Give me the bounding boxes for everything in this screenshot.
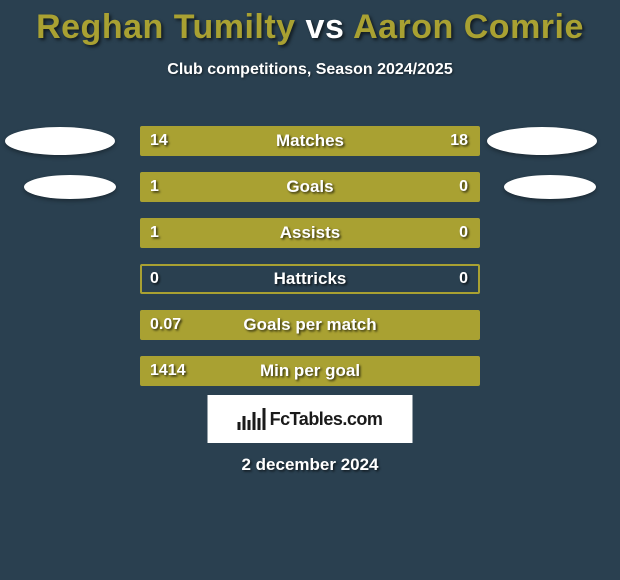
stat-bar xyxy=(140,218,480,248)
player1-bar-fill xyxy=(142,312,478,338)
player1-bar-fill xyxy=(142,358,478,384)
player2-value: 0 xyxy=(459,270,468,288)
stat-bar xyxy=(140,310,480,340)
stat-row: 1418Matches xyxy=(0,118,620,164)
player1-ellipse xyxy=(5,127,115,155)
stat-row: 1414Min per goal xyxy=(0,348,620,394)
player1-bar-fill xyxy=(142,174,404,200)
stat-row: 00Hattricks xyxy=(0,256,620,302)
stat-row: 10Assists xyxy=(0,210,620,256)
brand-logo: FcTables.com xyxy=(208,395,413,443)
stat-row: 10Goals xyxy=(0,164,620,210)
footer-date: 2 december 2024 xyxy=(0,455,620,475)
subtitle: Club competitions, Season 2024/2025 xyxy=(0,61,620,79)
player2-ellipse xyxy=(504,175,596,199)
player1-value: 1 xyxy=(150,178,159,196)
logo-bars-icon xyxy=(238,408,266,430)
player1-value: 1 xyxy=(150,224,159,242)
player1-value: 14 xyxy=(150,132,168,150)
stat-row: 0.07Goals per match xyxy=(0,302,620,348)
stat-bar xyxy=(140,172,480,202)
stat-bar xyxy=(140,264,480,294)
player2-value: 0 xyxy=(459,178,468,196)
vs-label: vs xyxy=(306,8,345,46)
player1-value: 0.07 xyxy=(150,316,181,334)
stat-bar xyxy=(140,126,480,156)
player2-name: Aaron Comrie xyxy=(353,8,584,46)
page-title: Reghan Tumilty vs Aaron Comrie xyxy=(0,0,620,47)
stat-bar xyxy=(140,356,480,386)
brand-text: FcTables.com xyxy=(270,409,383,430)
player2-value: 0 xyxy=(459,224,468,242)
player1-ellipse xyxy=(24,175,116,199)
player2-ellipse xyxy=(487,127,597,155)
player1-value: 1414 xyxy=(150,362,186,380)
comparison-infographic: Reghan Tumilty vs Aaron Comrie Club comp… xyxy=(0,0,620,580)
player2-value: 18 xyxy=(450,132,468,150)
player1-name: Reghan Tumilty xyxy=(36,8,296,46)
player1-value: 0 xyxy=(150,270,159,288)
player1-bar-fill xyxy=(142,220,404,246)
stats-rows: 1418Matches10Goals10Assists00Hattricks0.… xyxy=(0,118,620,394)
